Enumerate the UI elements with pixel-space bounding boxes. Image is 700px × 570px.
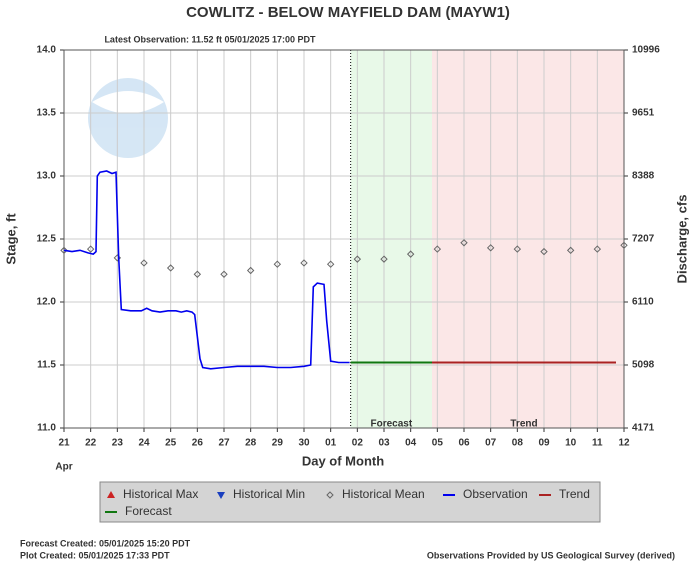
data-point xyxy=(193,270,202,278)
x-tick-label: 03 xyxy=(378,438,390,449)
footer-text: Forecast Created: 05/01/2025 15:20 PDT xyxy=(20,538,191,548)
data-point xyxy=(380,255,388,263)
x-tick-label: 06 xyxy=(458,438,470,449)
legend-label: Historical Min xyxy=(233,487,305,501)
annotation: Forecast xyxy=(370,419,412,430)
legend-label: Observation xyxy=(463,487,528,501)
data-point xyxy=(566,246,575,255)
y2-tick-label: 8388 xyxy=(632,171,655,182)
legend-label: Trend xyxy=(559,487,590,501)
x-tick-label: 02 xyxy=(352,438,364,449)
x-tick-label: 26 xyxy=(192,438,204,449)
x-tick-label: 12 xyxy=(618,438,630,449)
subtitle: Latest Observation: 11.52 ft 05/01/2025 … xyxy=(104,34,316,44)
x-tick-label: 28 xyxy=(245,438,257,449)
y-tick-label: 13.0 xyxy=(37,171,57,182)
data-point xyxy=(86,245,95,253)
data-point xyxy=(540,247,548,256)
data-point xyxy=(140,259,148,267)
x-tick-label: 25 xyxy=(165,438,177,449)
plot-frame xyxy=(63,49,625,429)
legend-marker xyxy=(217,492,225,499)
y-tick-label: 12.5 xyxy=(37,234,57,245)
y-tick-label: 11.5 xyxy=(37,360,56,371)
y2-axis-label: Discharge, cfs xyxy=(674,195,689,284)
legend-label: Historical Mean xyxy=(342,487,425,501)
x-tick-label: 27 xyxy=(218,438,230,449)
data-point xyxy=(620,241,628,250)
x-tick-label: 24 xyxy=(138,438,150,449)
x-tick-label: 30 xyxy=(298,438,310,449)
y-tick-label: 13.5 xyxy=(37,108,57,119)
x-tick-label: 21 xyxy=(58,438,70,449)
y-tick-label: 11.0 xyxy=(37,423,56,434)
x-tick-label: 08 xyxy=(512,438,524,449)
x-axis-label: Day of Month xyxy=(302,453,384,468)
footer-text: Plot Created: 05/01/2025 17:33 PDT xyxy=(20,550,170,560)
legend-marker xyxy=(107,491,115,498)
data-point xyxy=(486,244,495,252)
data-point xyxy=(513,245,522,253)
data-point xyxy=(166,264,175,272)
x-tick-label: 29 xyxy=(272,438,284,449)
noaa-logo xyxy=(88,78,168,158)
y2-tick-label: 7207 xyxy=(632,234,655,245)
x-tick-label: 05 xyxy=(432,438,444,449)
y2-tick-label: 4171 xyxy=(632,423,655,434)
x-tick-label: 01 xyxy=(325,438,337,449)
x-tick-label: 22 xyxy=(85,438,97,449)
month-label: Apr xyxy=(55,462,72,473)
data-point xyxy=(246,266,255,275)
legend xyxy=(99,481,601,523)
data-point xyxy=(220,270,228,278)
plot-area: 11.0 11.5 12.0 12.5 13.0 13.5 14.0 4171 5098 6110… xyxy=(37,45,661,449)
data-point xyxy=(593,245,602,253)
data-point xyxy=(433,245,442,253)
x-tick-label: 23 xyxy=(112,438,124,449)
chart-title: COWLITZ - BELOW MAYFIELD DAM (MAYW1) xyxy=(186,4,510,21)
y-axis-label: Stage, ft xyxy=(3,213,18,265)
footer-text: Observations Provided by US Geological S… xyxy=(427,550,675,560)
data-point xyxy=(353,255,362,263)
y2-tick-label: 6110 xyxy=(632,297,654,308)
x-tick-label: 04 xyxy=(405,438,417,449)
x-tick-label: 07 xyxy=(485,438,497,449)
data-point xyxy=(273,260,282,268)
annotation: Trend xyxy=(510,419,537,430)
legend-items: Historical Max Historical Min Historical M… xyxy=(105,487,590,518)
series-line xyxy=(63,170,350,370)
x-tick-label: 09 xyxy=(538,438,550,449)
y-tick-label: 12.0 xyxy=(37,297,57,308)
y2-tick-label: 10996 xyxy=(632,45,660,56)
legend-label: Forecast xyxy=(125,504,172,518)
x-tick-label: 11 xyxy=(592,438,603,449)
data-point xyxy=(406,250,415,258)
legend-marker xyxy=(326,491,334,499)
y2-tick-label: 5098 xyxy=(632,360,655,371)
data-point xyxy=(460,239,468,247)
data-point xyxy=(300,259,308,267)
x-tick-label: 10 xyxy=(565,438,577,449)
y2-tick-label: 9651 xyxy=(632,108,655,119)
data-point xyxy=(326,260,335,268)
legend-label: Historical Max xyxy=(123,487,198,501)
y-tick-label: 14.0 xyxy=(37,45,57,56)
data-point xyxy=(60,246,68,255)
